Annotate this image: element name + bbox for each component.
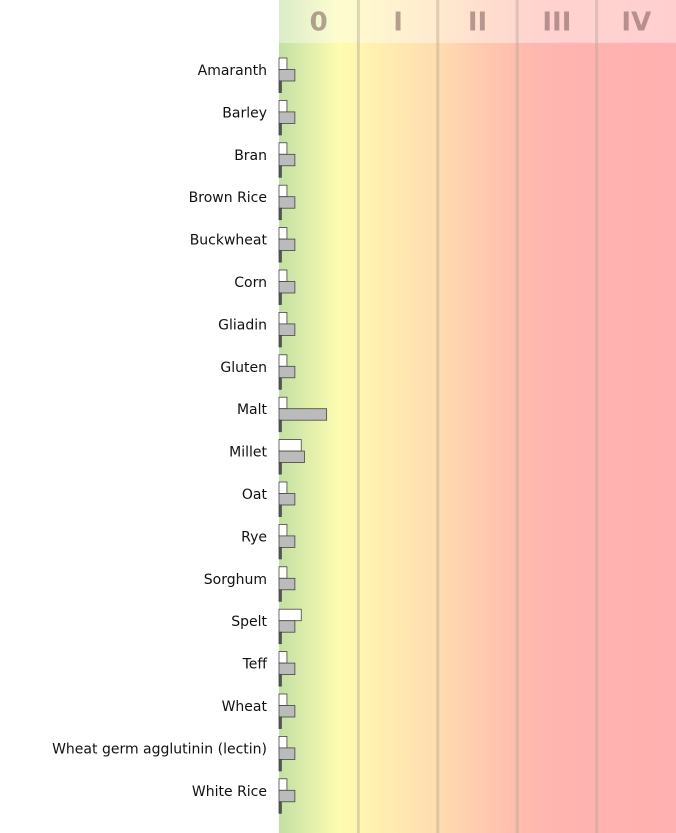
category-label: Barley [222, 105, 267, 121]
bar [278, 365, 296, 379]
bar [278, 662, 296, 675]
bar [278, 408, 328, 421]
bar [278, 589, 282, 602]
class-label: I [393, 8, 403, 38]
bar [278, 281, 296, 294]
bar [278, 535, 296, 548]
bar [278, 651, 288, 664]
bar [278, 493, 296, 506]
category-label: Brown Rice [189, 190, 267, 206]
bar [278, 69, 296, 82]
bar [278, 80, 282, 93]
category-label: Malt [237, 402, 268, 418]
bar [278, 705, 296, 718]
category-label: Millet [229, 445, 267, 461]
bar [278, 620, 296, 633]
category-label: White Rice [192, 784, 267, 800]
bar [278, 462, 282, 475]
bar [278, 227, 288, 240]
class-label: III [542, 8, 571, 38]
bar [278, 207, 282, 221]
bar [278, 323, 296, 336]
bar [278, 577, 296, 591]
bar [278, 801, 282, 814]
category-label: Spelt [231, 614, 267, 630]
bar [278, 608, 302, 622]
bar [278, 196, 296, 209]
class-label: 0 [310, 8, 328, 38]
bar [278, 377, 282, 390]
category-label: Wheat germ agglutinin (lectin) [52, 741, 267, 757]
bar [278, 334, 282, 348]
bar [278, 292, 282, 305]
bar [278, 450, 305, 464]
category-label: Corn [234, 275, 267, 291]
bar [278, 311, 288, 325]
class-label: IV [621, 8, 651, 38]
bar [278, 269, 288, 282]
bar [278, 547, 282, 560]
category-label: Sorghum [204, 572, 267, 588]
category-label: Gluten [220, 360, 267, 376]
bar [278, 123, 282, 136]
bar [278, 504, 282, 517]
bar [278, 184, 288, 198]
bar [278, 238, 296, 252]
bar [278, 142, 288, 155]
bar [278, 396, 288, 410]
bar [278, 631, 282, 645]
bar [278, 250, 282, 263]
category-label: Oat [242, 487, 268, 503]
category-label: Bran [234, 148, 267, 164]
bar [278, 747, 296, 760]
bar [278, 693, 288, 706]
plot-background [279, 0, 676, 833]
bar [278, 354, 288, 367]
bar [278, 165, 282, 178]
bar [278, 100, 288, 113]
bar [278, 789, 296, 803]
category-label: Amaranth [198, 63, 267, 79]
bar [278, 439, 302, 452]
bar [278, 778, 288, 791]
bar [278, 153, 296, 167]
bar [278, 716, 282, 729]
bar [278, 111, 296, 124]
bar [278, 674, 282, 687]
bar [278, 419, 282, 433]
bar [278, 566, 288, 579]
bar [278, 759, 282, 772]
class-label: II [468, 8, 487, 38]
category-label: Buckwheat [190, 233, 268, 249]
bar [278, 57, 288, 70]
category-label: Rye [241, 529, 267, 545]
bar [278, 524, 288, 537]
category-label: Teff [242, 657, 268, 673]
header-band [279, 0, 676, 43]
category-label: Wheat [222, 699, 268, 715]
category-label: Gliadin [218, 317, 267, 333]
bar [278, 481, 288, 494]
bar [278, 736, 288, 749]
